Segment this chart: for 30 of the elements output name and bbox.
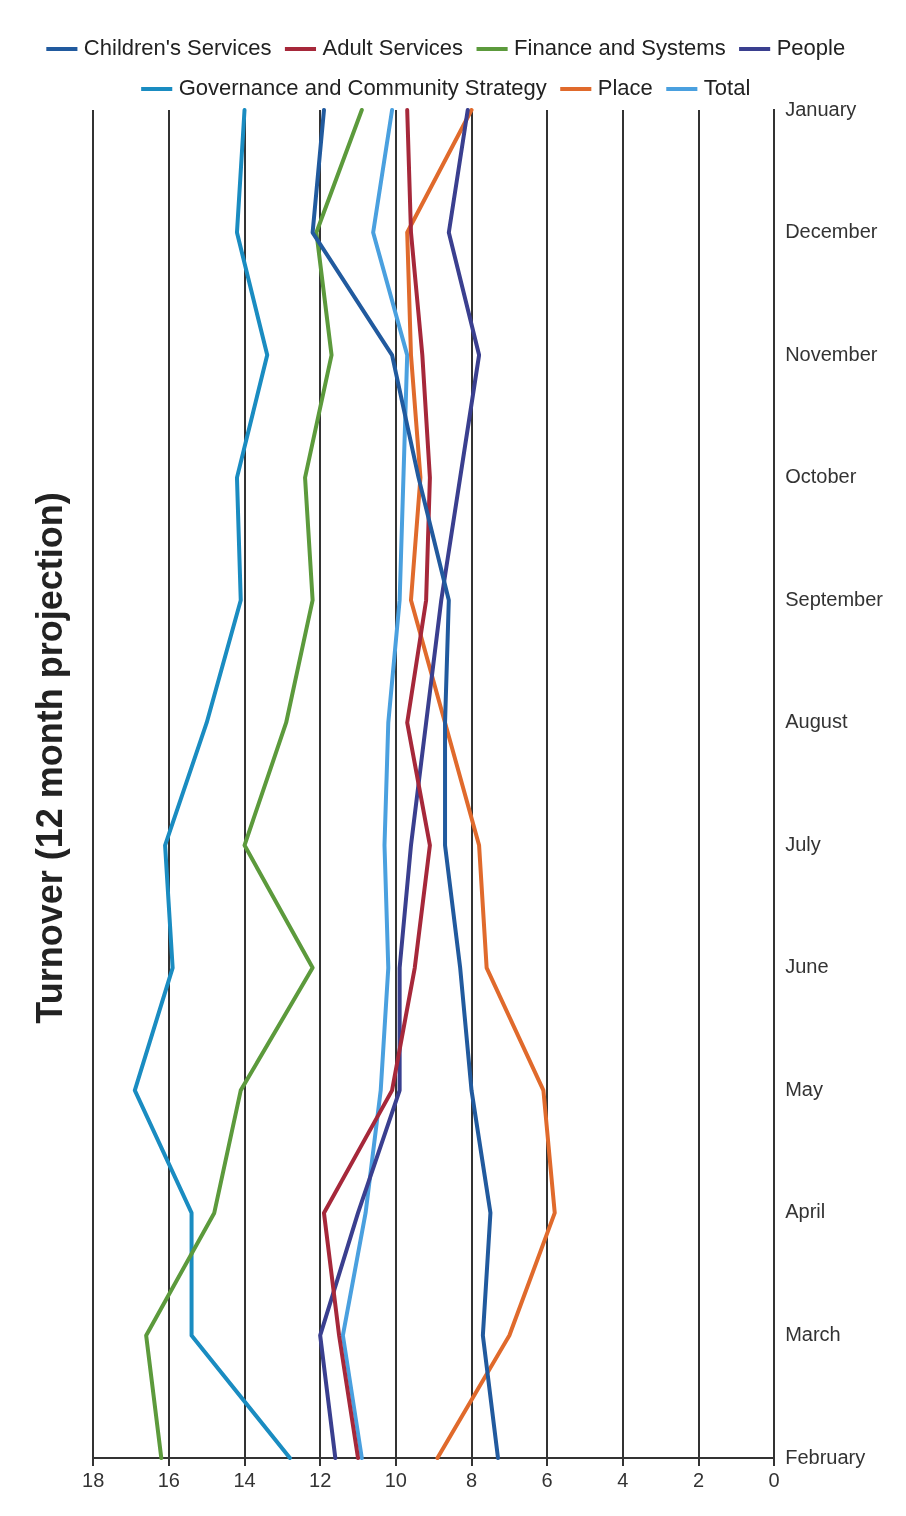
y-tick-label: June xyxy=(785,955,829,978)
x-tick-label: 2 xyxy=(692,1468,705,1491)
y-tick-label: August xyxy=(785,710,848,733)
y-tick-label: April xyxy=(785,1200,826,1223)
x-tick-label: 12 xyxy=(309,1468,332,1491)
y-tick-label: May xyxy=(785,1077,823,1100)
x-tick-label: 18 xyxy=(82,1468,105,1491)
y-tick-label: October xyxy=(785,465,857,488)
legend-label: Place xyxy=(597,75,653,101)
legend-label: People xyxy=(776,35,846,61)
y-tick-label: September xyxy=(785,587,884,610)
y-tick-label: February xyxy=(785,1445,866,1468)
x-tick-label: 6 xyxy=(541,1468,553,1491)
x-tick-label: 0 xyxy=(768,1468,780,1491)
x-tick-label: 8 xyxy=(465,1468,478,1491)
legend-label: Governance and Community Strategy xyxy=(178,75,547,101)
y-tick-label: December xyxy=(785,220,878,243)
x-tick-label: 4 xyxy=(617,1468,629,1491)
x-tick-label: 16 xyxy=(157,1468,180,1491)
y-tick-label: July xyxy=(785,832,821,855)
legend-label: Children's Services xyxy=(83,35,272,61)
x-tick-label: 10 xyxy=(384,1468,407,1491)
y-tick-label: January xyxy=(785,97,857,120)
text: Turnover (12 month projection) xyxy=(28,492,70,1024)
x-tick-label: 14 xyxy=(233,1468,256,1491)
legend-label: Total xyxy=(703,75,751,101)
legend-label: Finance and Systems xyxy=(514,35,726,61)
y-tick-label: March xyxy=(785,1322,841,1345)
y-tick-label: November xyxy=(785,342,878,365)
legend-label: Adult Services xyxy=(322,35,464,61)
